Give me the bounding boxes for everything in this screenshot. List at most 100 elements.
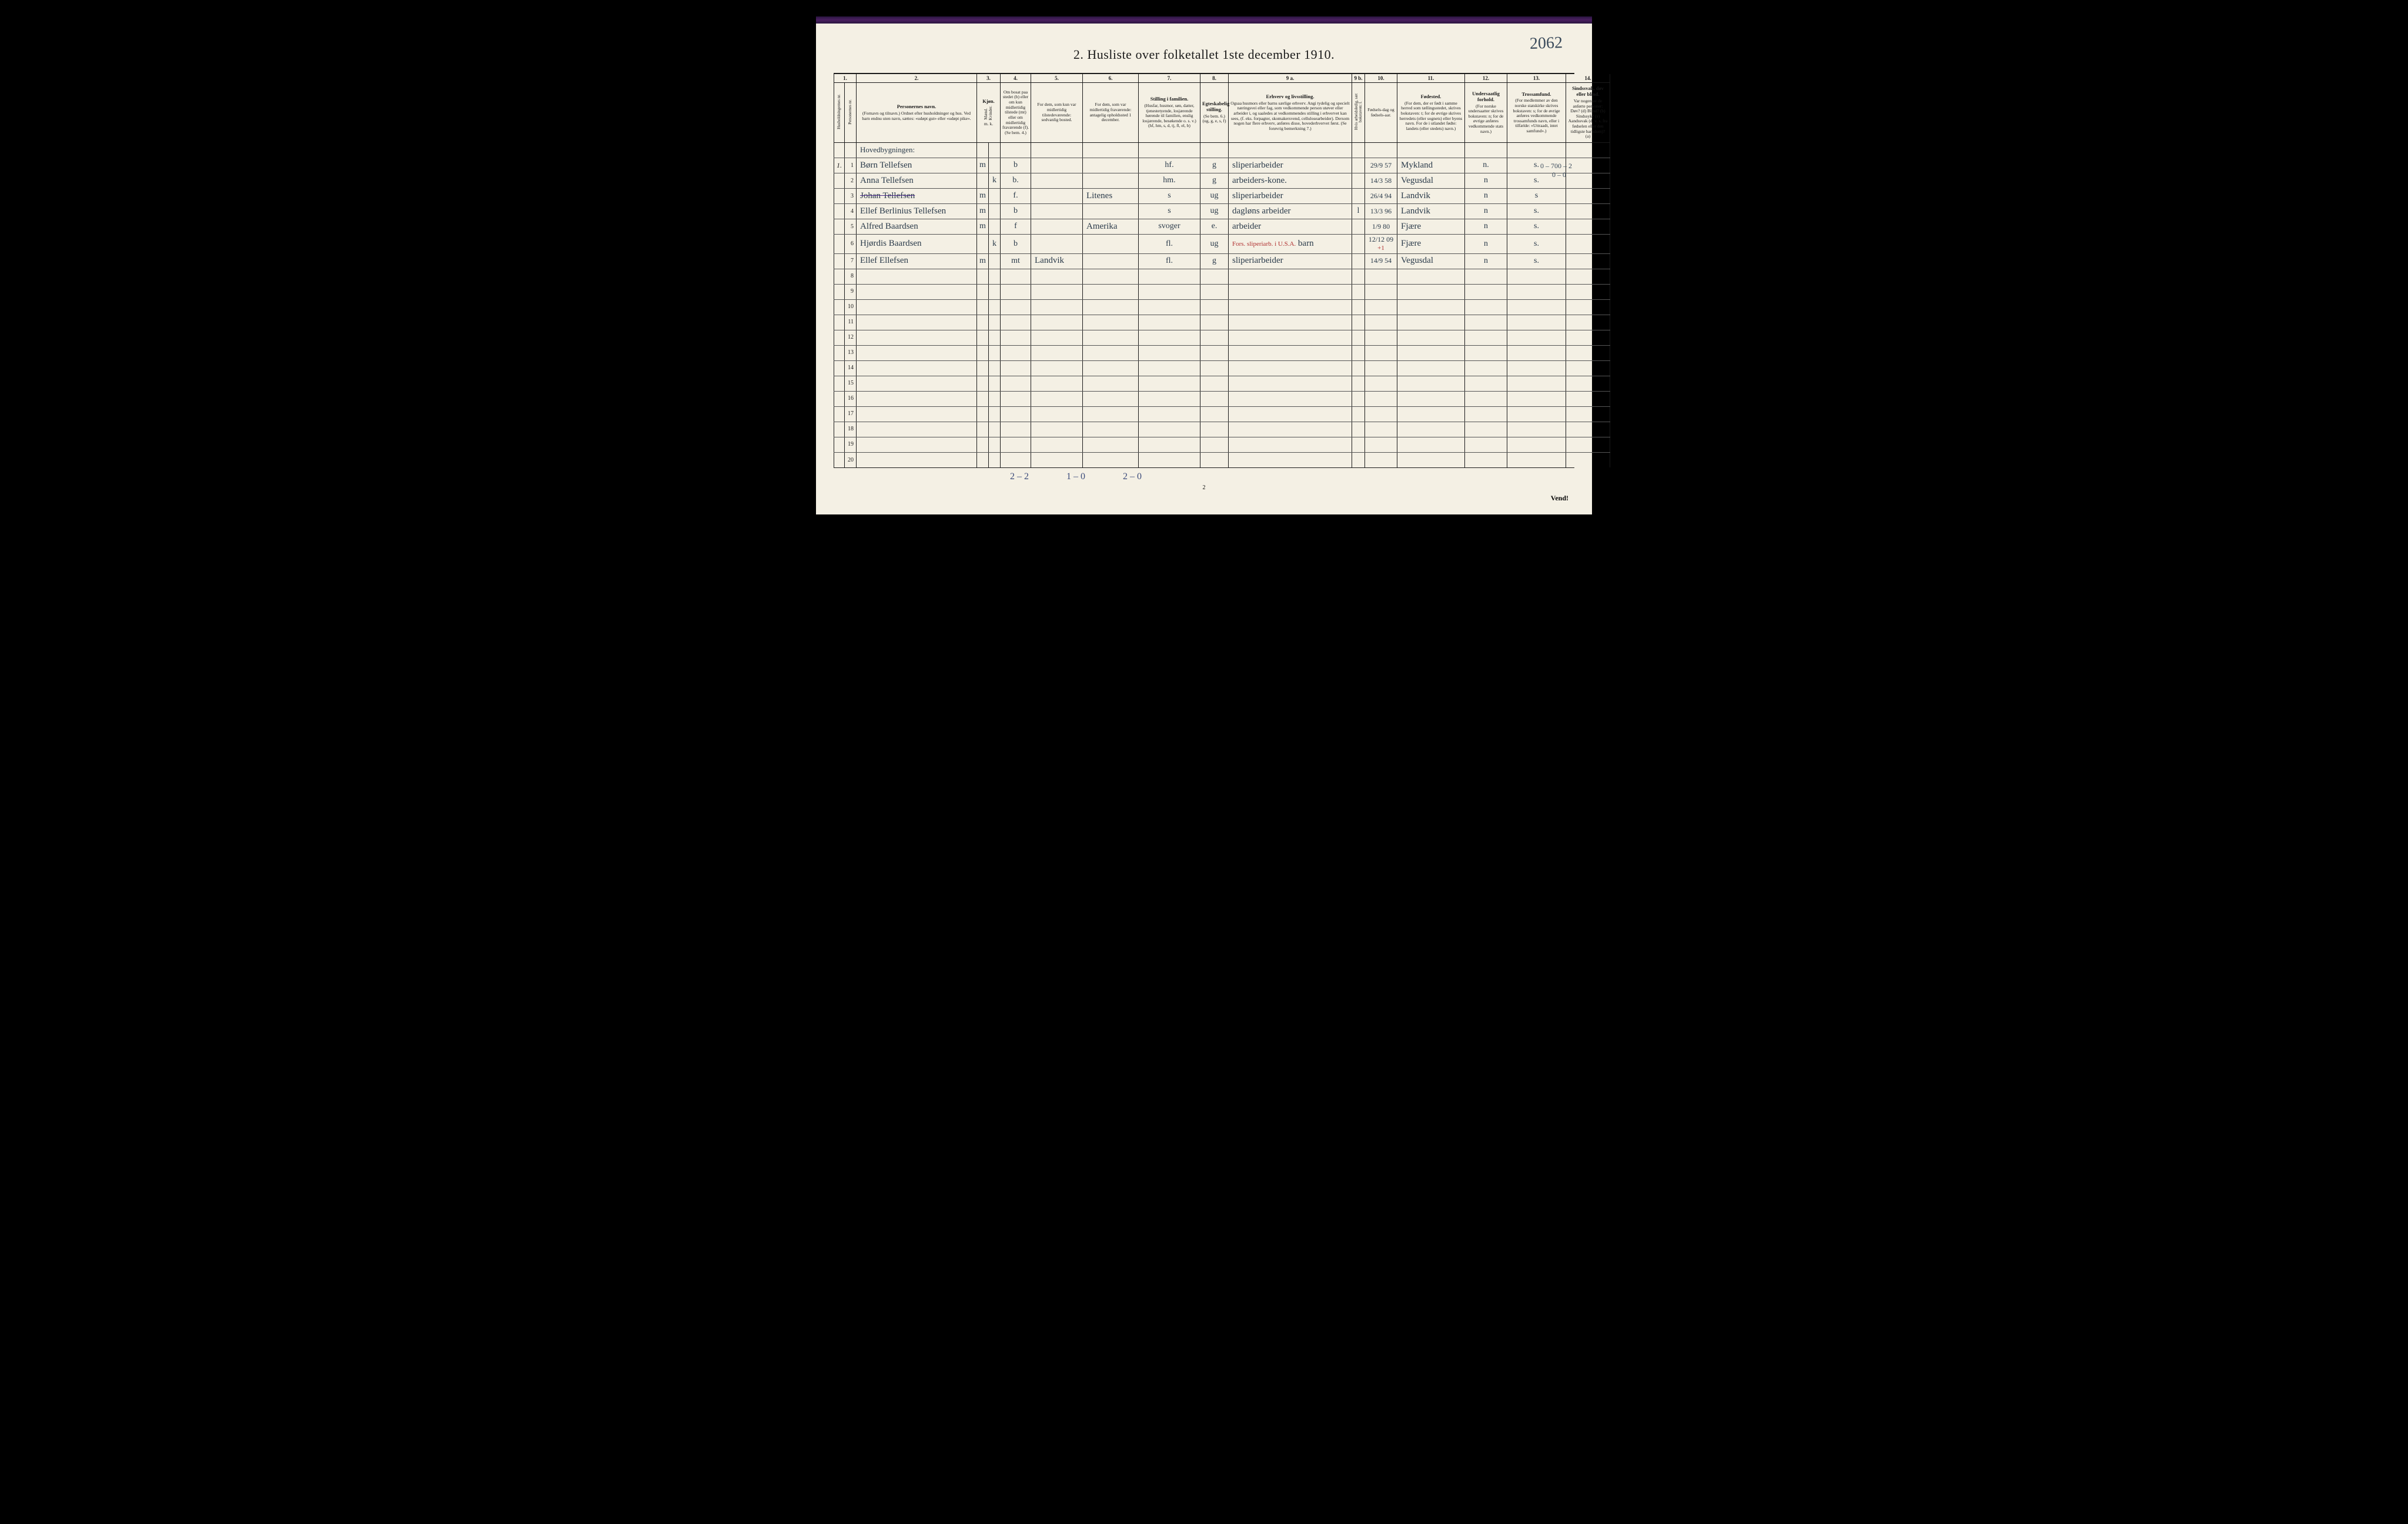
hdr-family-pos-sub: (Husfar, husmor, søn, datter, tjenestety… [1142,103,1196,129]
cell-unemployed [1352,188,1365,203]
cell-hh [834,203,845,219]
cell-empty [1031,391,1083,406]
cell [1352,142,1365,158]
cell-residence: f. [1001,188,1031,203]
hdr-family-pos-main: Stilling i familien. [1141,96,1198,102]
hdr-family-pos: Stilling i familien. (Husfar, husmor, sø… [1139,83,1200,143]
cell-empty [1229,452,1352,467]
cell-sex-k [989,219,1001,234]
cell-person-nr: 20 [845,452,857,467]
cell-occupation: arbeiders-kone. [1229,173,1352,188]
colnum-8: 8. [1200,74,1229,83]
cell-person-nr: 5 [845,219,857,234]
section-label: Hovedbygningen: [857,142,977,158]
cell-family-pos: s [1139,188,1200,203]
table-row-empty: 14 [834,360,1610,376]
cell-empty [1229,345,1352,360]
cell-empty [1397,299,1465,315]
cell-empty [1507,360,1566,376]
cell-occupation: dagløns arbeider [1229,203,1352,219]
cell-empty [1352,345,1365,360]
cell-empty [1031,284,1083,299]
cell-empty [977,284,989,299]
cell-nationality: n [1465,253,1507,269]
cell-name: Anna Tellefsen [857,173,977,188]
cell-hh [834,330,845,345]
table-row: 6 Hjørdis Baardsen k b fl. ug Fors. slip… [834,234,1610,253]
cell-empty [1566,437,1610,452]
cell-empty [1397,452,1465,467]
cell-hh [834,345,845,360]
cell-empty [1465,391,1507,406]
cell-occupation: sliperiarbeider [1229,253,1352,269]
hdr-birthplace-sub: (For dem, der er født i samme herred som… [1400,101,1463,131]
cell-sex-k: k [989,234,1001,253]
cell-family-pos: hf. [1139,158,1200,173]
cell-person-nr: 7 [845,253,857,269]
cell-empty [1352,452,1365,467]
cell-empty [1397,376,1465,391]
cell-sex-m: m [977,188,989,203]
cell-occupation: Fors. sliperiarb. i U.S.A. barn [1229,234,1352,253]
cell-empty [1397,284,1465,299]
cell-empty [1031,299,1083,315]
cell-marital: g [1200,173,1229,188]
cell-empty [1139,406,1200,422]
cell-empty [1031,315,1083,330]
cell-empty [1083,284,1139,299]
cell-hh [834,452,845,467]
cell-empty [1200,437,1229,452]
cell-empty [1397,391,1465,406]
cell-empty [1365,452,1397,467]
cell-empty [857,345,977,360]
cell-empty [1365,406,1397,422]
footer-tally: 2 – 2 1 – 0 2 – 0 [834,472,1574,482]
hdr-nationality-sub: (For norske undersaatter skrives bokstav… [1469,103,1504,134]
cell-person-nr: 18 [845,422,857,437]
cell-absent-location [1083,203,1139,219]
colnum-1: 1. [834,74,857,83]
cell-empty [1397,360,1465,376]
cell-empty [977,269,989,284]
cell [1566,142,1610,158]
cell-religion: s. [1507,253,1566,269]
colnum-10: 10. [1365,74,1397,83]
cell-absent-location [1083,173,1139,188]
cell-empty [1352,437,1365,452]
cell-usual-residence [1031,158,1083,173]
cell-birthplace: Fjære [1397,234,1465,253]
table-row: 3 Johan Tellefsen m f. Litenes s ug slip… [834,188,1610,203]
cell-family-pos: svoger [1139,219,1200,234]
hdr-temp-present-sub: sedvanlig bosted. [1041,117,1072,122]
cell-empty [1031,437,1083,452]
cell-name: Ellef Ellefsen [857,253,977,269]
hdr-marital-main: Egteskabelig stilling. [1202,101,1226,113]
table-row-empty: 20 [834,452,1610,467]
cell [1465,142,1507,158]
cell-empty [1365,437,1397,452]
cell-usual-residence [1031,173,1083,188]
cell-name: Alfred Baardsen [857,219,977,234]
cell-empty [1083,406,1139,422]
cell-sex-m: m [977,253,989,269]
cell-empty [1566,345,1610,360]
cell-empty [1139,299,1200,315]
cell-family-pos: fl. [1139,234,1200,253]
cell [989,142,1001,158]
colnum-11: 11. [1397,74,1465,83]
cell-empty [1507,376,1566,391]
hdr-unemployed-label: Hvis arbeidsledig, sæt bokstaven: l. [1354,85,1363,138]
cell-empty [1001,360,1031,376]
cell-marital: ug [1200,203,1229,219]
cell-empty [977,422,989,437]
cell-empty [977,391,989,406]
cell-empty [857,391,977,406]
cell-birthplace: Landvik [1397,203,1465,219]
cell-religion: s. [1507,234,1566,253]
hdr-religion-main: Trossamfund. [1509,92,1564,98]
cell-empty [989,452,1001,467]
colnum-7: 7. [1139,74,1200,83]
cell-hh [834,269,845,284]
cell-empty [1365,376,1397,391]
cell-empty [977,299,989,315]
